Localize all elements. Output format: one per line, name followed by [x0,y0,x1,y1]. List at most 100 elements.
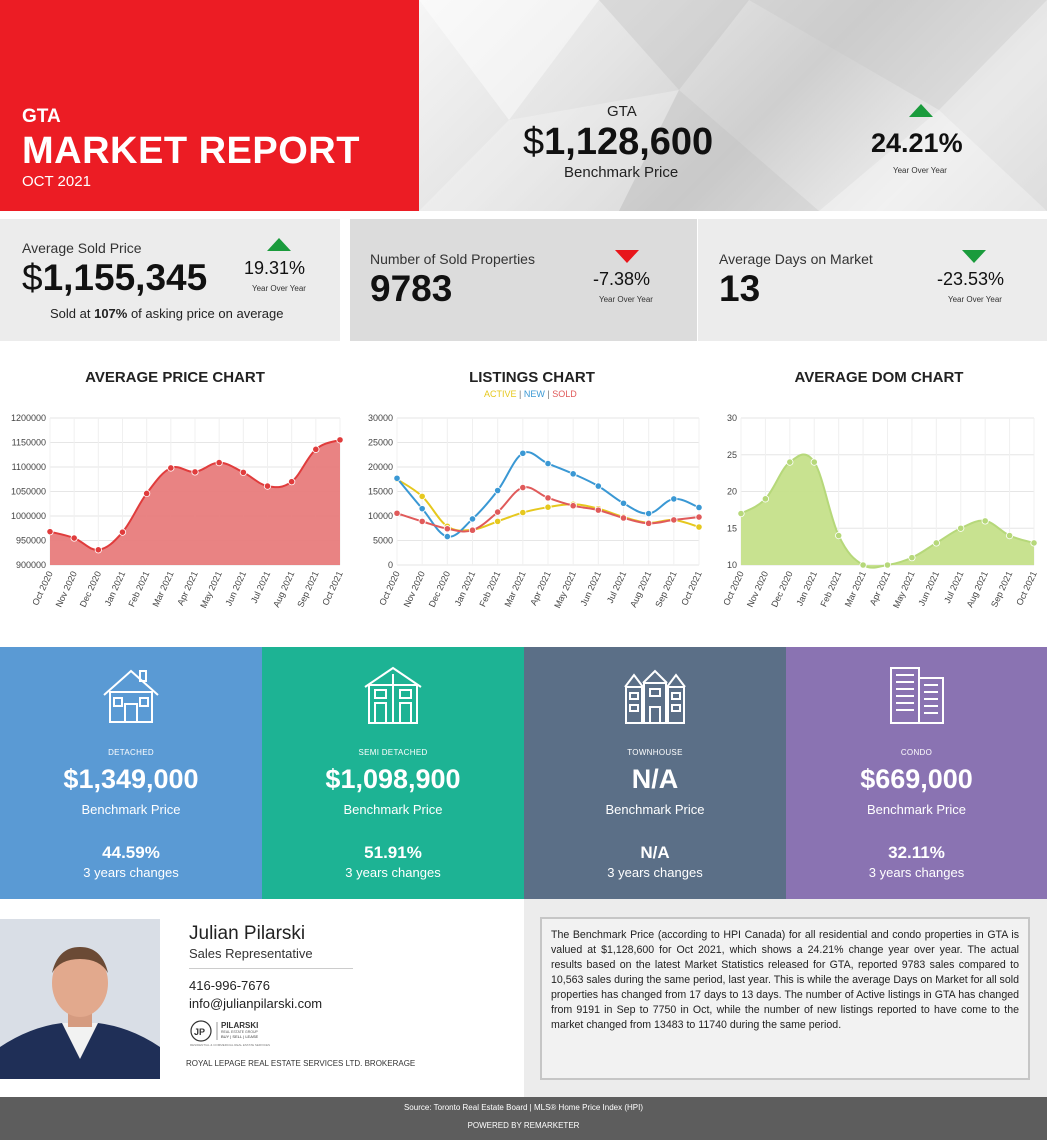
data-point [263,482,272,490]
sold-properties-change: -7.38% [593,269,651,289]
data-point [619,514,628,522]
logo-fine-print: RESIDENTIAL & COMMERCIAL REAL ESTATE SER… [190,1043,270,1047]
legend-sold: SOLD [552,389,577,399]
data-point [215,458,223,467]
y-tick-label: 10 [727,560,737,570]
x-tick-label: May 2021 [891,570,917,610]
condo-icon [786,665,1047,727]
data-point [443,525,451,533]
avg-sold-price-change: 19.31% [244,258,306,278]
listings-legend: ACTIVE | NEW | SOLD [484,389,577,399]
logo-subtitle: REAL ESTATE GROUP [221,1030,259,1034]
tile-detached: DETACHED $1,349,000 Benchmark Price 44.5… [0,647,262,899]
y-tick-label: 25000 [368,438,393,448]
data-point [312,445,320,453]
data-point [118,528,127,536]
tile-townhouse: TOWNHOUSE N/A Benchmark Price N/A 3 year… [524,647,786,899]
y-tick-label: 5000 [373,536,393,546]
report-title: MARKET REPORT [22,130,360,172]
tile-semi-detached: SEMI DETACHED $1,098,900 Benchmark Price… [262,647,524,899]
x-tick-label: Dec 2020 [78,570,103,609]
up-arrow-icon [909,104,933,117]
x-tick-label: Apr 2021 [868,570,893,607]
pilarski-logo: JP PILARSKI REAL ESTATE GROUP BUY | SELL… [190,1020,270,1047]
avg-dom-change: -23.53% [937,269,1005,289]
x-tick-label: Jun 2021 [223,570,248,608]
avg-dom-chart-title: AVERAGE DOM CHART [794,369,964,386]
legend-separator: | [516,389,524,399]
data-point [883,561,892,569]
x-tick-label: Sep 2021 [295,570,320,609]
tile-change: 44.59% [102,843,160,862]
tile-price-label: Benchmark Price [343,802,443,817]
data-point [468,526,477,534]
tile-price: $1,349,000 [63,764,199,794]
divider [189,968,353,969]
y-tick-label: 1000000 [11,511,46,521]
avg-dom-value: 13 [719,268,761,309]
y-tick-label: 1100000 [12,462,46,472]
header-region: GTA [22,106,61,127]
townhouse-icon [524,665,786,727]
avg-sold-price-change-label: Year Over Year [252,284,306,293]
polygon-background [419,0,1047,211]
tile-change: 51.91% [364,843,422,862]
down-arrow-icon [962,250,986,263]
summary-panel: The Benchmark Price (according to HPI Ca… [524,899,1047,1097]
data-point [835,532,843,540]
data-point [695,523,703,531]
x-tick-label: Mar 2021 [843,570,868,609]
x-tick-label: Oct 2021 [1014,570,1039,607]
tile-change: 32.11% [888,843,945,862]
agent-email[interactable]: info@julianpilarski.com [189,996,323,1011]
logo-initials: JP [194,1027,205,1037]
avg-price-chart-title: AVERAGE PRICE CHART [85,369,265,386]
benchmark-price-value: 1,128,600 [544,121,714,163]
x-tick-label: Apr 2021 [528,570,553,607]
data-point [737,509,745,518]
agent-photo [0,919,160,1079]
data-point [981,517,989,525]
benchmark-price: $1,128,600 [523,121,713,164]
data-point [908,554,916,562]
legend-separator: | [544,389,553,399]
data-point [594,482,602,490]
x-tick-label: Feb 2021 [126,570,151,609]
data-point [167,464,175,472]
tile-change-label: 3 years changes [607,865,703,880]
legend-new: NEW [523,389,545,399]
listings-chart-title: LISTINGS CHART [469,369,595,386]
x-tick-label: Jul 2021 [605,570,628,605]
tile-type: CONDO [900,748,933,757]
data-point [957,524,965,532]
x-tick-label: Feb 2021 [818,570,843,609]
y-tick-label: 900000 [16,560,46,570]
data-point [46,528,54,536]
stats-row: Average Sold Price $1,155,345 19.31% Yea… [0,219,1047,341]
logo-name: PILARSKI [221,1021,258,1030]
y-tick-label: 10000 [368,511,393,521]
x-tick-label: Aug 2021 [965,570,990,609]
data-point [544,503,552,511]
x-tick-label: Jan 2021 [103,570,128,608]
tile-price: $1,098,900 [325,764,461,794]
sold-properties-change-label: Year Over Year [599,295,653,304]
data-point [810,458,818,466]
agent-phone[interactable]: 416-996-7676 [189,978,270,993]
data-point [645,519,653,527]
tile-price-label: Benchmark Price [867,802,966,817]
data-point [70,534,78,542]
x-tick-label: May 2021 [198,570,224,610]
benchmark-change: 24.21% [871,128,963,158]
data-point [393,474,401,482]
x-tick-label: May 2021 [552,570,578,610]
y-tick-label: 20 [727,487,737,497]
x-tick-label: Nov 2020 [54,570,79,609]
data-point [468,515,477,523]
brokerage-name: ROYAL LEPAGE REAL ESTATE SERVICES LTD. B… [186,1059,416,1068]
tile-change: N/A [640,843,670,862]
x-tick-label: Apr 2021 [175,570,200,607]
data-point [494,517,502,525]
note-prefix: Sold at [50,306,95,321]
